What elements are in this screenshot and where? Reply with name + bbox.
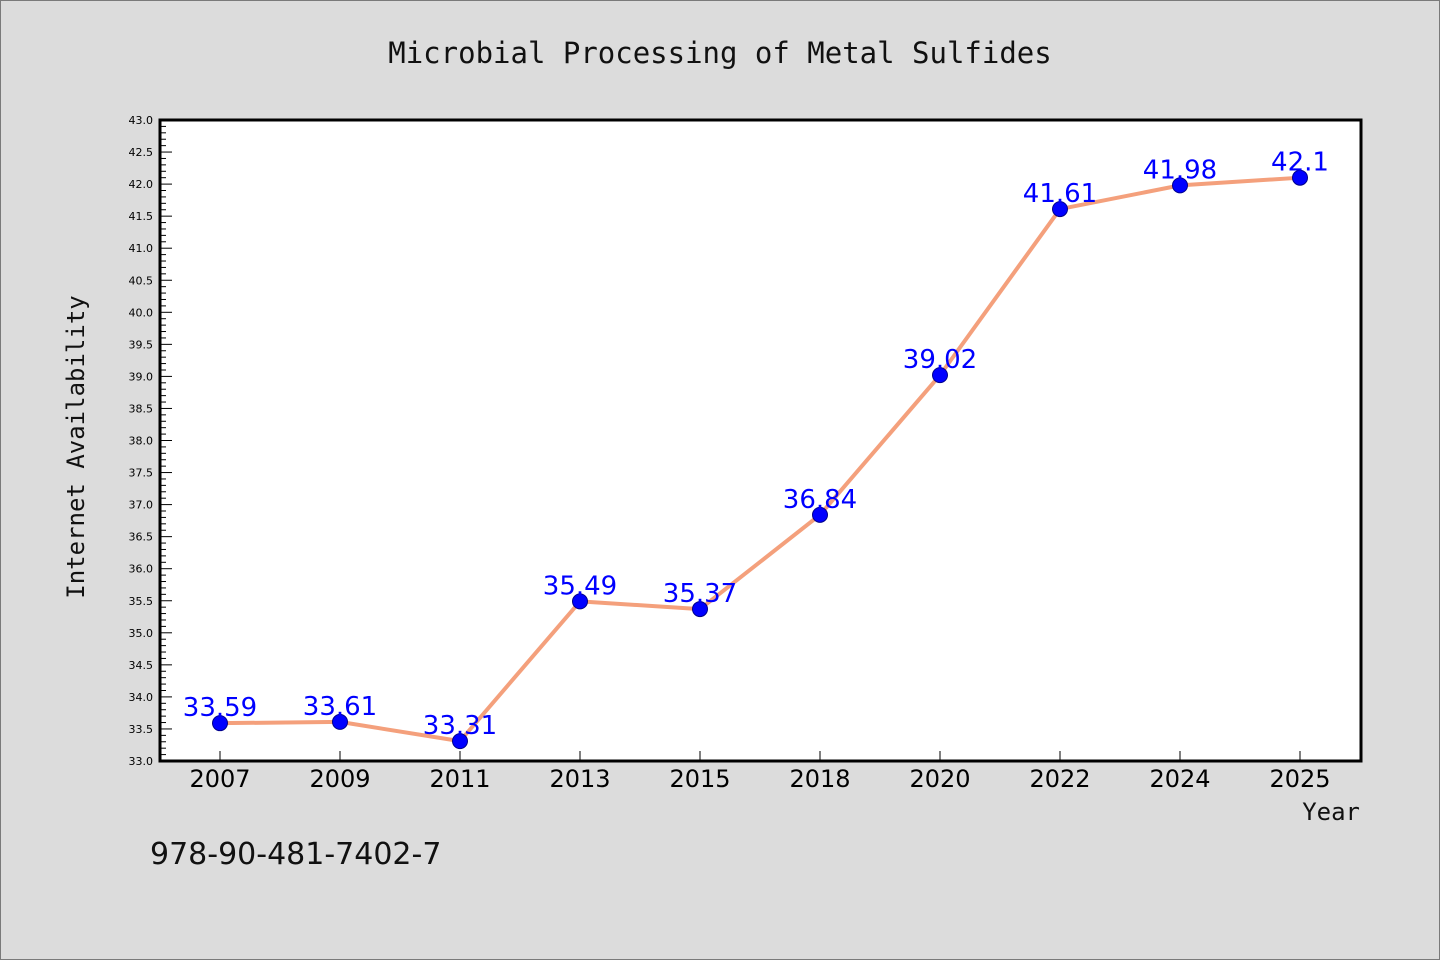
- y-tick-label: 36.0: [129, 563, 154, 576]
- x-tick-label: 2024: [1149, 765, 1210, 793]
- y-tick-label: 39.5: [129, 338, 154, 351]
- y-tick-label: 39.0: [129, 370, 154, 383]
- plot-area: [160, 120, 1361, 761]
- plot-border: [158, 118, 1363, 763]
- x-tick-label: 2022: [1029, 765, 1090, 793]
- y-tick-label: 41.5: [129, 210, 154, 223]
- y-tick-label: 40.5: [129, 274, 154, 287]
- data-label: 33.59: [183, 693, 257, 723]
- x-tick-label: 2013: [549, 765, 610, 793]
- y-tick-label: 36.5: [129, 531, 154, 544]
- data-point: [212, 715, 228, 732]
- y-tick-label: 38.5: [129, 402, 154, 415]
- x-tick-label: 2020: [909, 765, 970, 793]
- x-axis-label: Year: [1302, 798, 1360, 826]
- x-tick-label: 2018: [789, 765, 850, 793]
- y-tick-label: 35.0: [129, 627, 154, 640]
- y-tick-label: 38.0: [129, 435, 154, 448]
- data-point: [692, 601, 708, 618]
- data-label: 35.37: [663, 579, 737, 609]
- data-point: [1172, 177, 1188, 194]
- y-tick-label: 43.0: [129, 114, 154, 127]
- x-tick-label: 2007: [189, 765, 250, 793]
- y-tick-label: 35.5: [129, 595, 154, 608]
- data-label: 41.98: [1143, 155, 1217, 185]
- y-tick-label: 41.0: [129, 242, 154, 255]
- data-label: 33.61: [303, 692, 377, 722]
- data-point: [332, 713, 348, 730]
- data-point: [1052, 201, 1068, 218]
- data-point: [572, 593, 588, 610]
- data-point: [1292, 169, 1308, 186]
- data-label: 39.02: [903, 345, 977, 375]
- y-tick-label: 34.0: [129, 691, 154, 704]
- data-labels: 33.59 33.61 33.31 35.49 35.37 36.84 39.02 41.61…: [183, 148, 1329, 741]
- data-label: 33.31: [423, 711, 497, 741]
- y-tick-label: 37.5: [129, 467, 154, 480]
- data-point: [452, 733, 468, 750]
- chart-title: Microbial Processing of Metal Sulfides: [388, 36, 1051, 70]
- data-point: [932, 367, 948, 384]
- series-line: [219, 175, 1301, 744]
- x-tick-label: 2011: [429, 765, 490, 793]
- y-axis-label: Internet Availability: [62, 295, 90, 598]
- y-tick-label: 42.5: [129, 146, 154, 159]
- data-label: 35.49: [543, 571, 617, 601]
- series-layer: [212, 169, 1308, 750]
- data-label: 41.61: [1023, 179, 1097, 209]
- footer-code: 978-90-481-7402-7: [150, 837, 441, 872]
- y-tick-label: 33.0: [129, 755, 154, 768]
- data-point: [812, 506, 828, 523]
- data-label: 42.1: [1271, 148, 1329, 178]
- y-tick-label: 42.0: [129, 178, 154, 191]
- y-tick-label: 33.5: [129, 723, 154, 736]
- x-axis: 2007 2009 2011 2013 2015 2018 2020 2022 2024 2025: [189, 751, 1331, 793]
- x-tick-label: 2015: [669, 765, 730, 793]
- y-tick-label: 34.5: [129, 659, 154, 672]
- x-tick-label: 2009: [309, 765, 370, 793]
- x-tick-label: 2025: [1269, 765, 1330, 793]
- data-label: 36.84: [783, 485, 857, 515]
- y-tick-label: 40.0: [129, 306, 154, 319]
- y-tick-label: 37.0: [129, 499, 154, 512]
